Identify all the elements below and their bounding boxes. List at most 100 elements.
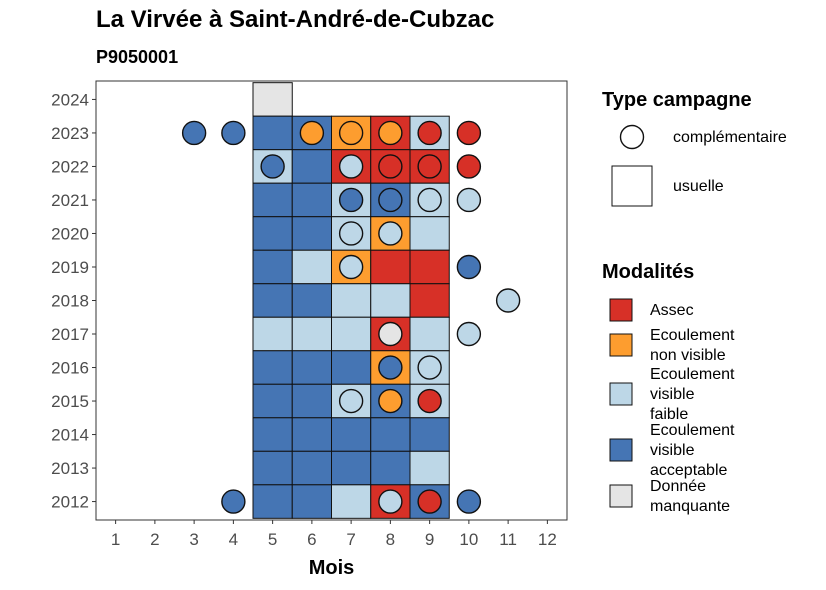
usuelle-cell (252, 216, 293, 251)
usuelle-cell (331, 316, 372, 352)
y-tick-label: 2017 (51, 325, 89, 344)
x-tick-label: 4 (229, 530, 238, 549)
usuelle-cell (409, 249, 450, 285)
usuelle-cell (291, 283, 332, 318)
complementaire-point (417, 388, 442, 414)
usuelle-cell (291, 149, 332, 184)
usuelle-cell (291, 417, 332, 452)
x-tick-label: 5 (268, 530, 277, 549)
complementaire-point (338, 254, 364, 280)
x-tick-label: 11 (499, 530, 517, 549)
usuelle-cell (370, 417, 411, 452)
complementaire-point (221, 489, 246, 514)
x-tick-label: 1 (111, 530, 120, 549)
y-tick-label: 2020 (51, 224, 89, 243)
complementaire-point (495, 288, 521, 313)
usuelle-cell (252, 82, 293, 117)
chart-title: La Virvée à Saint-André-de-Cubzac (96, 6, 495, 33)
legend-color-key (609, 484, 633, 508)
y-tick-label: 2012 (51, 493, 89, 512)
usuelle-cell (252, 350, 293, 385)
complementaire-point (378, 154, 403, 179)
usuelle-cell (370, 450, 411, 486)
usuelle-cell (409, 216, 450, 251)
usuelle-cell (291, 383, 332, 419)
x-axis: 1 2 3 4 5 6 7 8 9 10 11 12 (111, 520, 557, 549)
complementaire-point (417, 489, 442, 514)
usuelle-cell (252, 383, 293, 419)
usuelle-cell (291, 316, 332, 352)
x-tick-label: 12 (538, 530, 557, 549)
y-tick-label: 2023 (51, 124, 89, 143)
legend-title: Modalités (602, 261, 694, 283)
y-tick-label: 2022 (51, 157, 89, 176)
legend-label: manquante (650, 498, 730, 515)
complementaire-point (456, 187, 482, 213)
complementaire-point (378, 489, 403, 514)
usuelle-cell (291, 249, 332, 285)
x-axis-label: Mois (309, 557, 355, 579)
usuelle-cell (252, 316, 293, 352)
complementaire-point (417, 187, 442, 213)
y-tick-label: 2018 (51, 292, 89, 311)
complementaire-point (378, 120, 403, 146)
usuelle-cell (252, 182, 293, 218)
usuelle-cell (409, 450, 450, 486)
usuelle-cell (291, 182, 332, 218)
x-tick-label: 6 (307, 530, 316, 549)
legend-color-key (609, 438, 633, 462)
complementaire-point (338, 388, 364, 414)
legend-label: Ecoulement (650, 422, 735, 439)
complementaire-points (181, 120, 521, 514)
complementaire-point (299, 120, 325, 146)
complementaire-point (338, 120, 364, 146)
complementaire-point (338, 187, 364, 213)
legend-label: usuelle (673, 178, 724, 195)
usuelle-cell (291, 450, 332, 486)
x-tick-label: 3 (189, 530, 198, 549)
usuelle-cell (409, 283, 450, 318)
complementaire-point (417, 355, 442, 380)
usuelle-cell (291, 350, 332, 385)
usuelle-cell (331, 283, 372, 318)
complementaire-point (456, 120, 482, 146)
legend-modalites: Modalités Assec Ecoulement non visible Ecoul… (602, 261, 735, 515)
complementaire-point (456, 489, 482, 514)
usuelle-cell (291, 216, 332, 251)
y-tick-label: 2013 (51, 459, 89, 478)
x-tick-label: 9 (425, 530, 434, 549)
complementaire-point (221, 120, 246, 146)
legend-label: non visible (650, 347, 726, 364)
legend-label: acceptable (650, 462, 727, 479)
usuelle-cell (252, 249, 293, 285)
legend-color-key (609, 333, 633, 357)
usuelle-cell (252, 115, 293, 151)
legend-square-key (611, 165, 653, 207)
legend-label: faible (650, 406, 688, 423)
complementaire-point (417, 154, 442, 179)
y-tick-label: 2015 (51, 392, 89, 411)
x-tick-label: 2 (150, 530, 159, 549)
x-tick-label: 10 (459, 530, 478, 549)
complementaire-point (378, 321, 403, 347)
legend-label: visible (650, 442, 695, 459)
complementaire-point (456, 154, 482, 179)
legend-color-key (609, 382, 633, 406)
x-tick-label: 8 (386, 530, 395, 549)
legend-color-key (609, 298, 633, 322)
legend-label: Ecoulement (650, 366, 735, 383)
y-tick-label: 2024 (51, 90, 89, 109)
complementaire-point (338, 221, 364, 246)
legend-label: Ecoulement (650, 327, 735, 344)
usuelle-cell (252, 484, 293, 519)
complementaire-point (378, 355, 403, 380)
y-tick-label: 2021 (51, 191, 89, 210)
complementaire-point (456, 254, 482, 280)
y-tick-label: 2014 (51, 426, 89, 445)
y-tick-label: 2016 (51, 359, 89, 378)
usuelle-cells (252, 82, 450, 519)
complementaire-point (181, 120, 207, 146)
legend-circle-key (619, 124, 645, 150)
legend-type-campagne: Type campagne complémentaire usuelle (602, 89, 787, 207)
